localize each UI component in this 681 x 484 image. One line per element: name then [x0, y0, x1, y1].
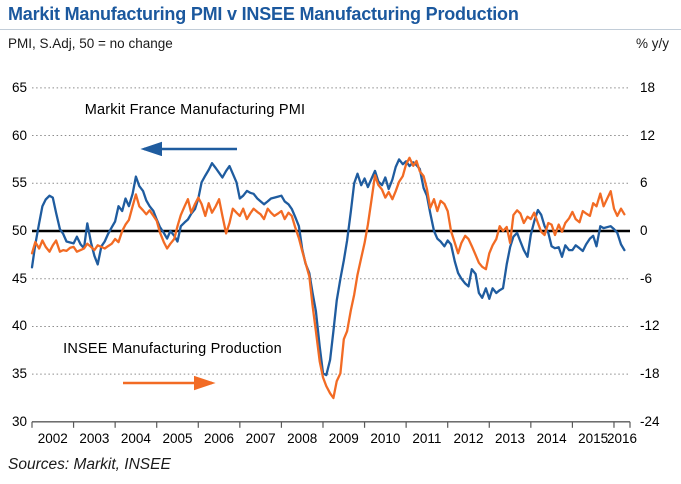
right-axis-tick-label: -6 — [640, 270, 653, 286]
title-divider — [0, 29, 681, 30]
sources-note: Sources: Markit, INSEE — [8, 456, 171, 473]
right-axis-tick-label: 6 — [640, 175, 648, 191]
left-axis-tick-label: 30 — [11, 413, 27, 429]
pmi-series-label: Markit France Manufacturing PMI — [84, 102, 306, 118]
right-axis-title: % y/y — [635, 36, 669, 51]
x-axis-year-label: 2015 — [578, 431, 609, 446]
insee-series-label: INSEE Manufacturing Production — [63, 341, 282, 357]
x-axis-year-label: 2011 — [412, 431, 442, 446]
right-axis-tick-label: 0 — [640, 223, 648, 238]
x-axis-year-label: 2007 — [245, 431, 276, 446]
left-axis-title: PMI, S.Adj, 50 = no change — [8, 36, 173, 51]
x-axis-year-label: 2009 — [328, 431, 359, 446]
x-axis-year-label: 2003 — [79, 431, 110, 446]
left-axis-tick-label: 35 — [11, 366, 27, 382]
right-axis-tick-label: 12 — [640, 127, 656, 143]
left-axis-tick-label: 60 — [11, 127, 27, 143]
x-axis-year-label: 2002 — [37, 431, 68, 446]
right-axis-tick-label: 18 — [640, 79, 656, 95]
left-axis-tick-label: 50 — [11, 223, 27, 238]
x-axis-year-label: 2016 — [606, 431, 637, 446]
x-axis-year-label: 2012 — [453, 431, 484, 446]
left-axis-tick-label: 55 — [11, 175, 27, 191]
right-axis-tick-label: -24 — [640, 413, 660, 429]
x-axis-year-label: 2014 — [536, 431, 567, 446]
x-axis-year-label: 2008 — [287, 431, 318, 446]
right-axis-tick-label: -12 — [640, 318, 660, 334]
right-axis-tick-label: -18 — [640, 366, 660, 382]
page-title: Markit Manufacturing PMI v INSEE Manufac… — [8, 4, 519, 24]
pmi-line — [30, 158, 626, 377]
x-axis-year-label: 2010 — [370, 431, 401, 446]
left-axis-tick-label: 65 — [11, 79, 27, 95]
x-axis-year-label: 2006 — [204, 431, 235, 446]
insee-line — [30, 156, 626, 400]
left-axis-tick-label: 40 — [11, 318, 27, 334]
x-axis-year-label: 2004 — [120, 431, 151, 446]
x-axis-year-label: 2013 — [495, 431, 526, 446]
left-axis-tick-label: 45 — [11, 270, 27, 286]
x-axis-year-label: 2005 — [162, 431, 193, 446]
